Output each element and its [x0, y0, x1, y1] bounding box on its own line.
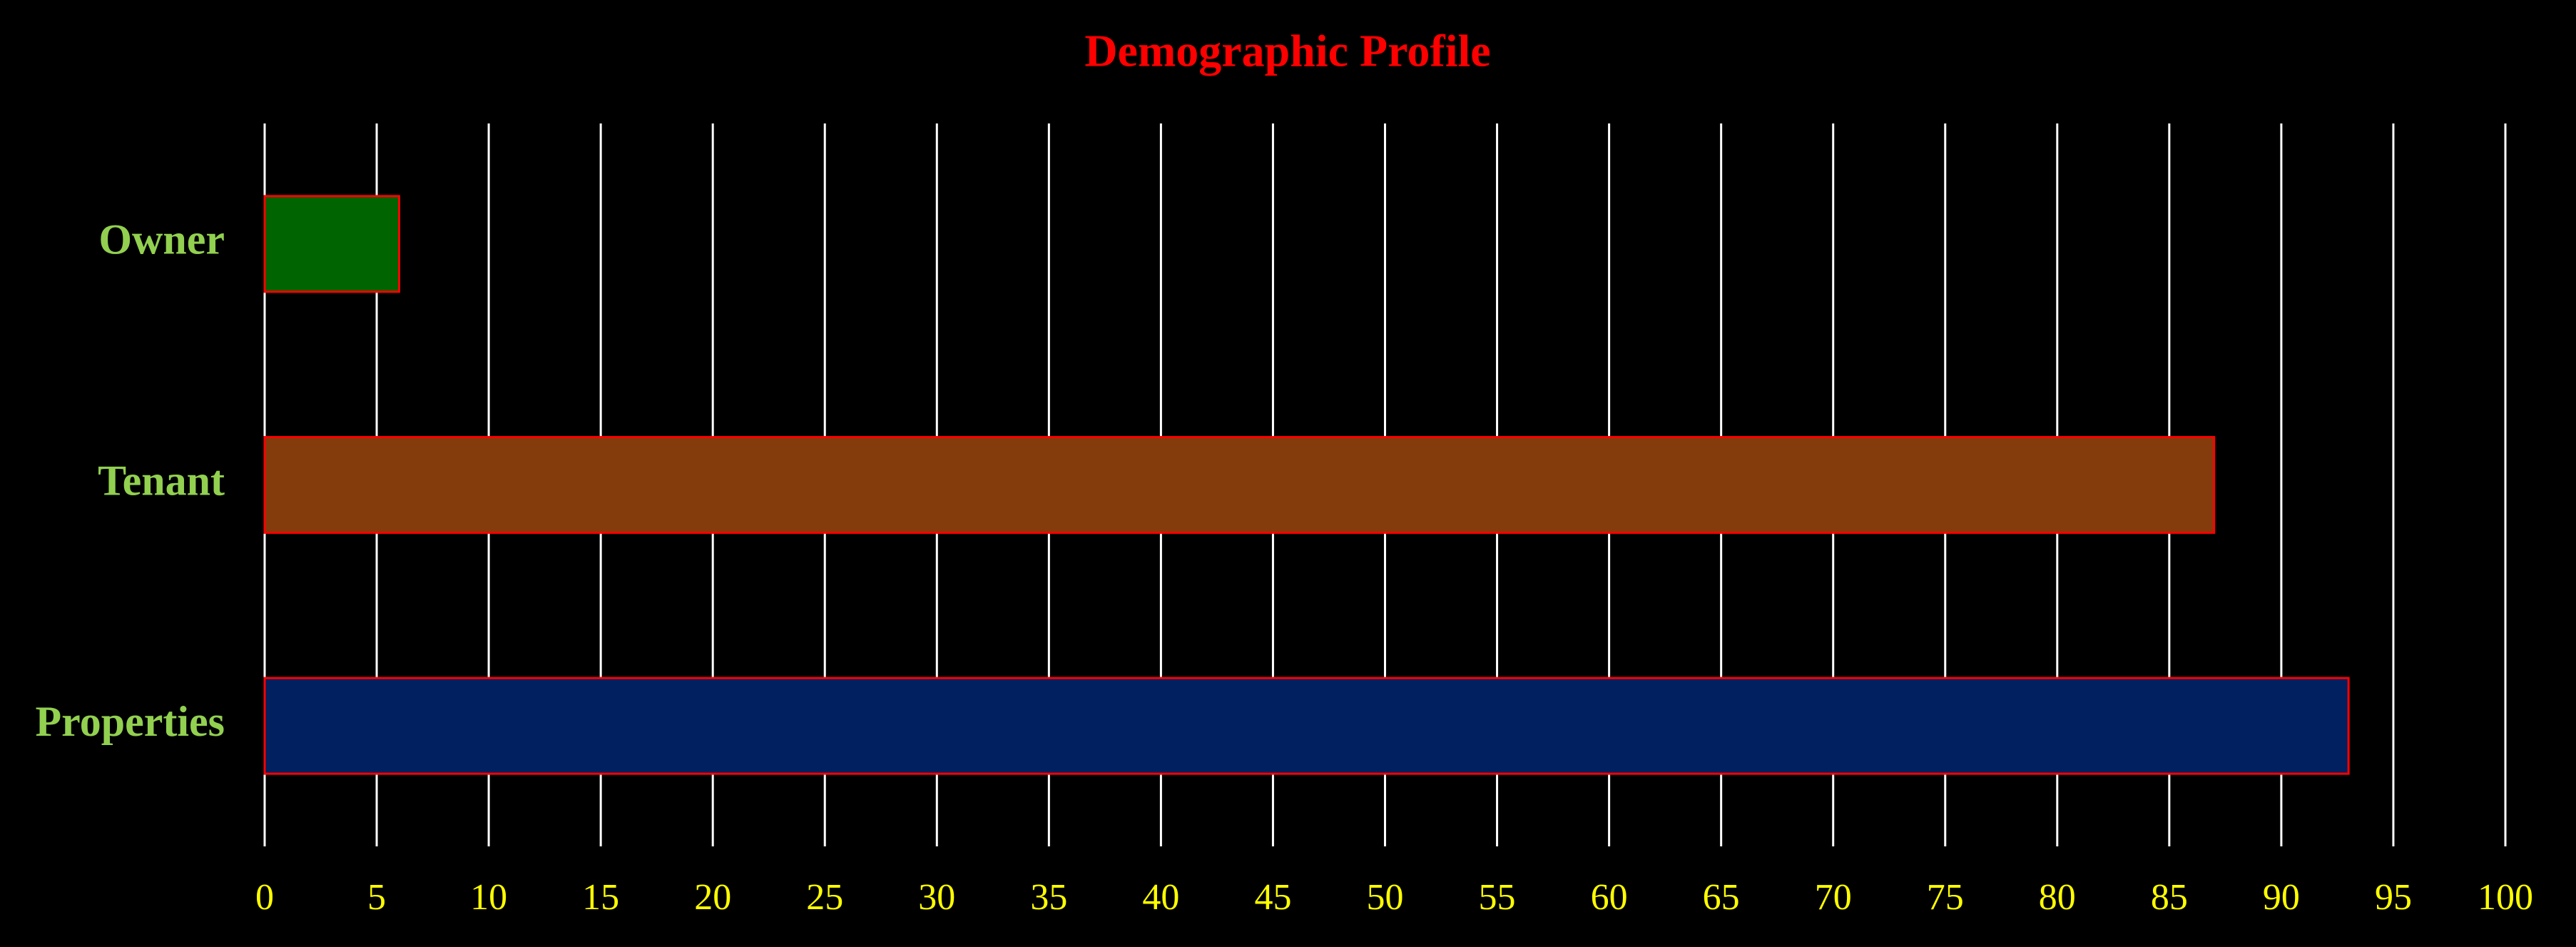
x-tick-label: 30 [918, 877, 955, 918]
x-tick-label: 50 [1367, 877, 1404, 918]
x-tick-label: 10 [470, 877, 507, 918]
bar [263, 195, 400, 293]
x-tick-label: 75 [1927, 877, 1964, 918]
x-tick-label: 70 [1815, 877, 1852, 918]
y-tick-label: Tenant [98, 457, 225, 504]
x-tick-label: 15 [582, 877, 619, 918]
x-tick-label: 60 [1591, 877, 1628, 918]
x-tick-label: 0 [255, 877, 274, 918]
x-tick-label: 100 [2478, 877, 2533, 918]
x-tick-label: 90 [2263, 877, 2300, 918]
x-tick-label: 40 [1142, 877, 1179, 918]
x-tick-label: 35 [1030, 877, 1067, 918]
x-tick-label: 45 [1254, 877, 1291, 918]
x-tick-label: 95 [2375, 877, 2412, 918]
x-tick-label: 55 [1479, 877, 1516, 918]
x-tick-label: 20 [694, 877, 731, 918]
x-tick-label: 80 [2039, 877, 2076, 918]
x-tick-label: 25 [806, 877, 843, 918]
x-tick-label: 85 [2151, 877, 2188, 918]
x-tick-label: 65 [1703, 877, 1740, 918]
y-tick-label: Owner [98, 216, 225, 263]
y-tick-label: Properties [36, 698, 225, 745]
chart-title: Demographic Profile [1084, 26, 1490, 76]
bar [263, 677, 2350, 775]
bar [263, 436, 2216, 534]
x-tick-label: 5 [367, 877, 386, 918]
